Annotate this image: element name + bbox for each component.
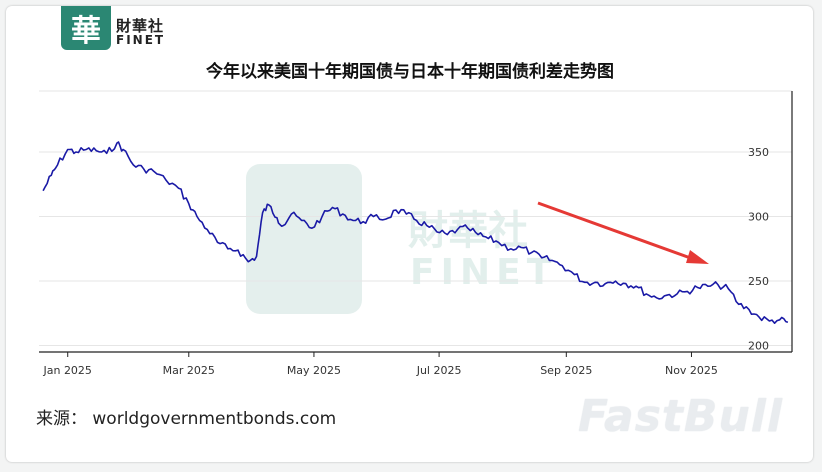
y-tick-label: 200 bbox=[748, 340, 769, 353]
y-axis-ticks: 200 250 300 350 bbox=[748, 146, 769, 352]
series-line bbox=[42, 141, 789, 324]
gridlines bbox=[39, 90, 792, 347]
brand-name-en: FINET bbox=[116, 33, 166, 47]
watermark-badge bbox=[246, 164, 362, 314]
watermark-text-cn: 財華社 bbox=[408, 208, 528, 254]
trend-arrow bbox=[537, 201, 709, 264]
x-tick-label: Sep 2025 bbox=[540, 364, 592, 377]
x-tick-label: Mar 2025 bbox=[163, 364, 215, 377]
chart-title: 今年以来美国十年期国债与日本十年期国债利差走势图 bbox=[206, 62, 614, 82]
y-tick-label: 250 bbox=[748, 275, 769, 288]
line-chart: 財華社 FINET 200 250 300 350 Jan 2025 Mar 2025 M… bbox=[39, 90, 793, 377]
x-tick-label: Jul 2025 bbox=[416, 364, 462, 377]
trend-arrow-shaft bbox=[537, 201, 697, 262]
finet-logo: 華 bbox=[61, 6, 111, 50]
source-note: 来源： worldgovernmentbonds.com bbox=[36, 409, 337, 429]
x-tick-label: Nov 2025 bbox=[665, 364, 718, 377]
axes bbox=[39, 91, 793, 353]
fastbull-watermark: FastBull bbox=[578, 391, 783, 442]
x-axis-ticks: Jan 2025 Mar 2025 May 2025 Jul 2025 Sep 2025… bbox=[42, 352, 718, 377]
y-tick-label: 350 bbox=[748, 146, 769, 159]
x-tick-label: May 2025 bbox=[287, 364, 341, 377]
trend-arrow-head bbox=[686, 250, 709, 264]
brand-name-cn: 財華社 bbox=[116, 17, 165, 35]
page-frame: 華 財華社 FINET 今年以来美国十年期国债与日本十年期国债利差走势图 財華社… bbox=[6, 6, 813, 462]
watermark-text-en: FINET bbox=[410, 252, 557, 293]
finet-watermark: 財華社 FINET bbox=[246, 164, 557, 314]
y-tick-label: 300 bbox=[748, 211, 769, 224]
series-group bbox=[42, 141, 789, 324]
x-tick-label: Jan 2025 bbox=[42, 364, 91, 377]
